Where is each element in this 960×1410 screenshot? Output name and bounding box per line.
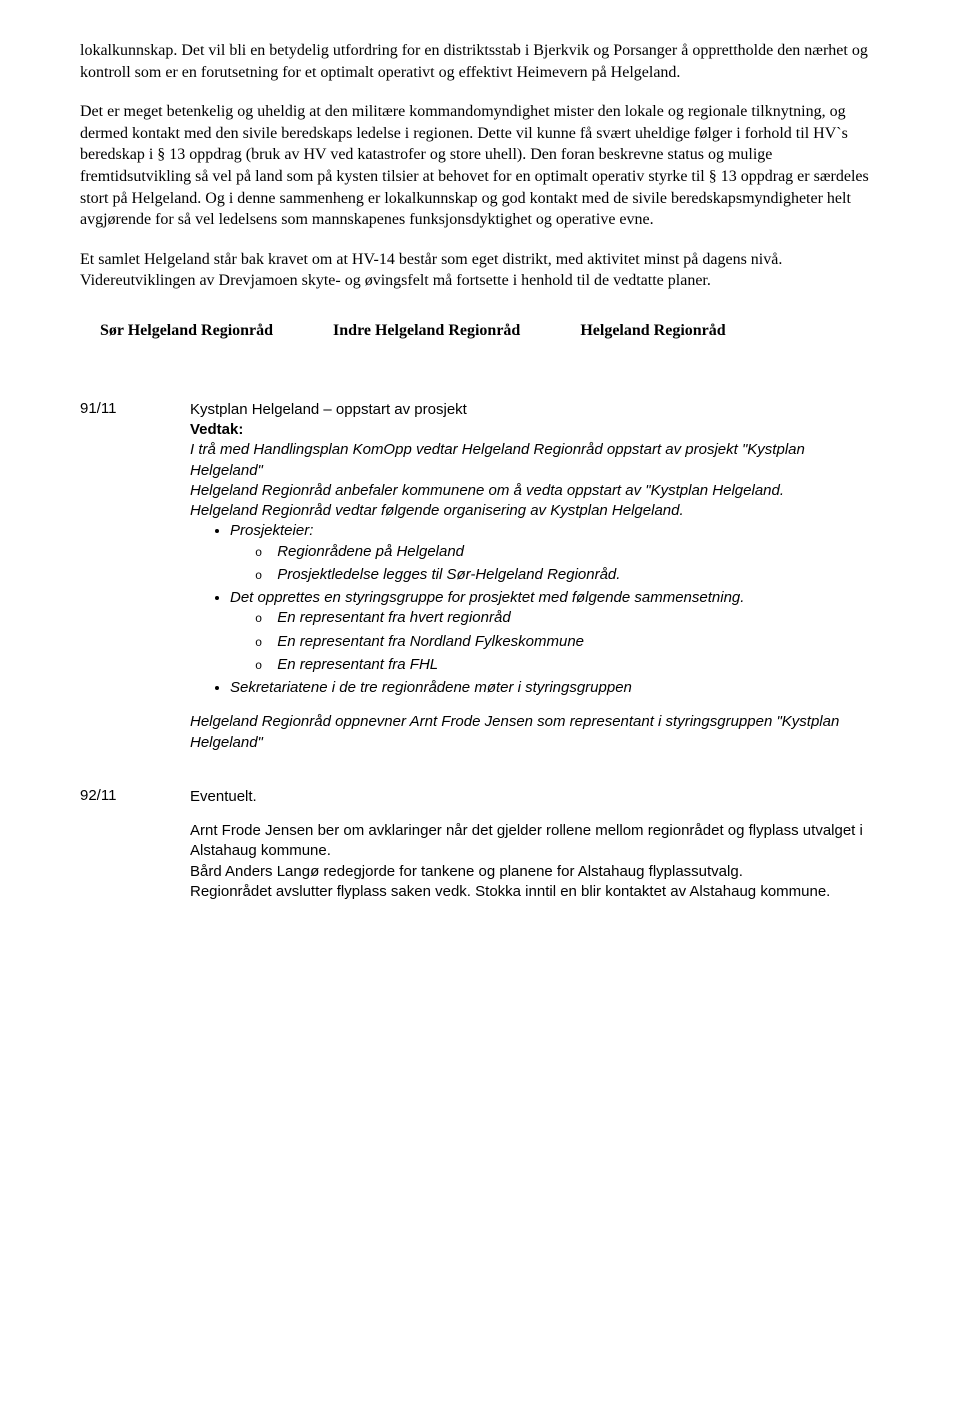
bullet-owner-label: Prosjekteier:	[230, 522, 313, 539]
agenda-content-92: Eventuelt. Arnt Frode Jensen ber om avkl…	[190, 787, 880, 902]
agenda92-p3: Regionrådet avslutter flyplass saken ved…	[190, 882, 880, 902]
agenda91-line2: Helgeland Regionråd anbefaler kommunene …	[190, 481, 880, 501]
sub-list-2: En representant fra hvert regionråd En r…	[255, 608, 880, 675]
agenda91-line1: I trå med Handlingsplan KomOpp vedtar He…	[190, 440, 880, 481]
region-1: Sør Helgeland Regionråd	[100, 322, 273, 340]
sub-2-2: En representant fra Nordland Fylkeskommu…	[255, 632, 880, 652]
paragraph-2: Det er meget betenkelig og uheldig at de…	[80, 101, 880, 231]
sub-list-1: Regionrådene på Helgeland Prosjektledels…	[255, 542, 880, 586]
paragraph-1: lokalkunnskap. Det vil bli en betydelig …	[80, 40, 880, 83]
bullet-steering: Det opprettes en styringsgruppe for pros…	[230, 588, 880, 675]
agenda91-closing: Helgeland Regionråd oppnevner Arnt Frode…	[190, 712, 880, 753]
bullet-list: Prosjekteier: Regionrådene på Helgeland …	[230, 521, 880, 698]
agenda92-p2: Bård Anders Langø redegjorde for tankene…	[190, 862, 880, 882]
agenda-number-91: 91/11	[80, 400, 190, 767]
agenda-number-92: 92/11	[80, 787, 190, 902]
agenda-title-91: Kystplan Helgeland – oppstart av prosjek…	[190, 400, 880, 420]
vedtak-label: Vedtak:	[190, 420, 880, 440]
regions-signatures: Sør Helgeland Regionråd Indre Helgeland …	[100, 322, 880, 340]
sub-1-1: Regionrådene på Helgeland	[255, 542, 880, 562]
sub-2-1: En representant fra hvert regionråd	[255, 608, 880, 628]
agenda-title-92: Eventuelt.	[190, 787, 880, 807]
agenda-item-92: 92/11 Eventuelt. Arnt Frode Jensen ber o…	[80, 787, 880, 902]
agenda-content-91: Kystplan Helgeland – oppstart av prosjek…	[190, 400, 880, 767]
agenda-item-91: 91/11 Kystplan Helgeland – oppstart av p…	[80, 400, 880, 767]
agenda91-line3: Helgeland Regionråd vedtar følgende orga…	[190, 501, 880, 521]
bullet-steering-label: Det opprettes en styringsgruppe for pros…	[230, 589, 744, 606]
sub-1-2: Prosjektledelse legges til Sør-Helgeland…	[255, 565, 880, 585]
bullet-owner: Prosjekteier: Regionrådene på Helgeland …	[230, 521, 880, 585]
region-2: Indre Helgeland Regionråd	[333, 322, 520, 340]
sub-2-3: En representant fra FHL	[255, 655, 880, 675]
paragraph-3: Et samlet Helgeland står bak kravet om a…	[80, 249, 880, 292]
bullet-secretariat: Sekretariatene i de tre regionrådene møt…	[230, 678, 880, 698]
agenda92-p1: Arnt Frode Jensen ber om avklaringer når…	[190, 821, 880, 862]
region-3: Helgeland Regionråd	[580, 322, 725, 340]
